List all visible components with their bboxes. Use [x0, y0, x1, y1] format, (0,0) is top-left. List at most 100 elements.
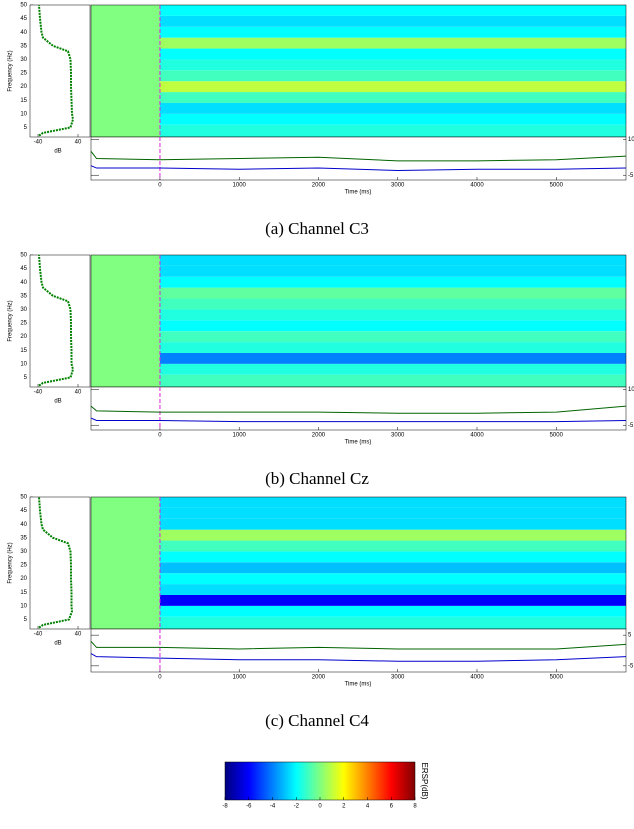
spectrum-tick-label: 40: [75, 632, 82, 638]
colorbar-tick-label: 6: [390, 804, 394, 810]
trace-frame: [90, 386, 627, 431]
heat-cell: [159, 573, 626, 585]
trace-line: [90, 151, 627, 162]
y-tick-label: 35: [20, 43, 27, 49]
x-tick-label: 5000: [550, 433, 564, 439]
x-tick-label: 3000: [391, 675, 405, 681]
y-tick-label: 50: [20, 495, 27, 501]
colorbar-tick-label: 4: [366, 804, 370, 810]
heat-cell: [159, 309, 626, 321]
heat-cell: [159, 529, 626, 541]
baseline-region: [91, 497, 160, 629]
y-tick-label: 15: [20, 590, 27, 596]
y2-tick-label: -5: [628, 423, 634, 429]
colorbar-tick-label: -2: [294, 804, 300, 810]
baseline-region: [91, 5, 160, 137]
x-tick-label: 3000: [391, 183, 405, 189]
y-tick-label: 25: [20, 563, 27, 569]
y-tick-label: 45: [20, 266, 27, 272]
x-tick-label: 3000: [391, 433, 405, 439]
trace-line: [90, 417, 627, 423]
y-tick-label: 5: [24, 375, 28, 381]
y2-tick-label: -5: [628, 173, 634, 179]
x-tick-label: 0: [158, 433, 162, 439]
heat-cell: [159, 59, 626, 71]
heat-cell: [159, 616, 626, 629]
heat-cell: [159, 363, 626, 375]
y-tick-label: 20: [20, 576, 27, 582]
spectrum-line: [38, 496, 74, 629]
x-tick-label: 2000: [312, 183, 326, 189]
y2-tick-label: 5: [628, 633, 632, 639]
trace-frame: [90, 136, 627, 181]
spectrum-frame: [29, 4, 91, 138]
heat-cell: [159, 507, 626, 519]
heat-cell: [159, 124, 626, 137]
trace-line: [90, 653, 627, 662]
trace-line: [90, 405, 627, 414]
heat-cell: [159, 81, 626, 93]
x-tick-label: 4000: [470, 675, 484, 681]
y-tick-label: 30: [20, 57, 27, 63]
heat-cell: [159, 551, 626, 563]
trace-line: [90, 640, 627, 650]
x-tick-label: 4000: [470, 183, 484, 189]
heat-cell: [159, 102, 626, 114]
y-tick-label: 25: [20, 321, 27, 327]
baseline-region: [91, 255, 160, 387]
colorbar-tick-label: -6: [246, 804, 252, 810]
spectrum-tick-label: 40: [75, 390, 82, 396]
y-tick-label: 20: [20, 334, 27, 340]
x-tick-label: 1000: [233, 675, 247, 681]
heat-cell: [159, 37, 626, 49]
heat-cell: [159, 497, 626, 508]
y-tick-label: 40: [20, 280, 27, 286]
x-tick-label: 2000: [312, 675, 326, 681]
spectrum-line: [38, 254, 75, 387]
spectrum-frame: [29, 496, 91, 630]
heat-cell: [159, 320, 626, 332]
y-tick-label: 45: [20, 16, 27, 22]
y-axis-title: Frequency (Hz): [8, 300, 14, 341]
y-tick-label: 40: [20, 30, 27, 36]
heat-cell: [159, 352, 626, 364]
colorbar-tick-label: -8: [222, 804, 228, 810]
heat-cell: [159, 594, 626, 606]
y2-tick-label: -5: [628, 663, 634, 669]
spectrum-tick-label: 40: [75, 140, 82, 146]
heat-cell: [159, 26, 626, 38]
x-axis-title: Time (ms): [345, 682, 372, 688]
y-tick-label: 10: [20, 111, 27, 117]
y-tick-label: 25: [20, 71, 27, 77]
caption: (a) Channel C3: [265, 219, 369, 238]
spectrum-tick-label: -40: [34, 140, 43, 146]
heat-cell: [159, 255, 626, 266]
trace-line: [90, 165, 627, 171]
heat-cell: [159, 92, 626, 103]
y-tick-label: 10: [20, 361, 27, 367]
heat-cell: [159, 584, 626, 595]
x-tick-label: 2000: [312, 433, 326, 439]
y-tick-label: 20: [20, 84, 27, 90]
y-tick-label: 35: [20, 293, 27, 299]
heat-cell: [159, 276, 626, 288]
heat-cell: [159, 605, 626, 617]
spectrum-label: dB: [54, 641, 61, 647]
heat-cell: [159, 540, 626, 552]
caption: (c) Channel C4: [265, 711, 369, 730]
colorbar-tick-label: -4: [270, 804, 276, 810]
x-tick-label: 5000: [550, 675, 564, 681]
spectrum-line: [38, 4, 75, 137]
spectrum-frame: [29, 254, 91, 388]
heat-cell: [159, 113, 626, 125]
y-tick-label: 35: [20, 535, 27, 541]
y2-tick-label: 10: [628, 387, 634, 393]
x-tick-label: 5000: [550, 183, 564, 189]
y-tick-label: 15: [20, 348, 27, 354]
heat-cell: [159, 342, 626, 353]
heat-cell: [159, 265, 626, 277]
x-axis-title: Time (ms): [345, 190, 372, 196]
y-tick-label: 40: [20, 522, 27, 528]
heat-cell: [159, 5, 626, 16]
